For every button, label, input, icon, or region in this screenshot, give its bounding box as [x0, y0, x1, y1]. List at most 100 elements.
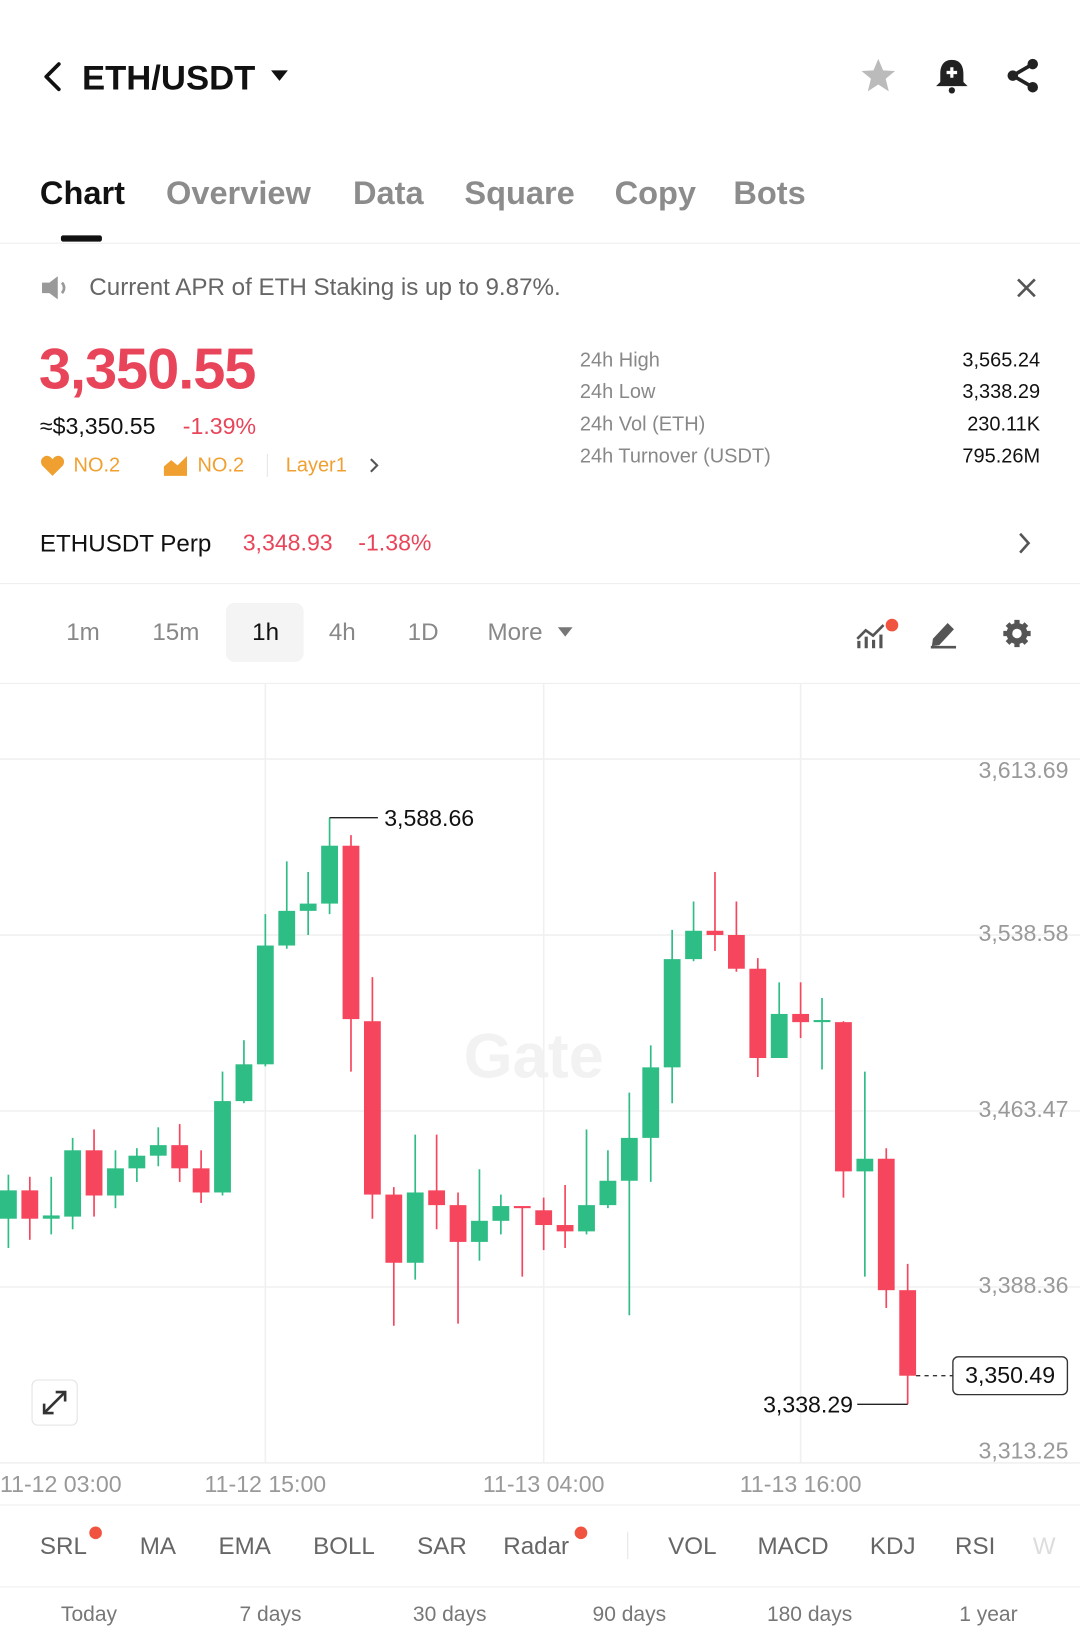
- candle-body: [899, 1290, 917, 1376]
- candle-body: [792, 1013, 810, 1023]
- candle-body: [278, 910, 296, 946]
- y-tick-label: 3,463.47: [978, 1096, 1068, 1122]
- rank-tag[interactable]: NO.2: [197, 454, 245, 477]
- period[interactable]: 180 days: [766, 1603, 853, 1627]
- indicators-icon[interactable]: [853, 616, 901, 652]
- usd-price: ≈$3,350.55: [39, 412, 156, 440]
- indicator[interactable]: Radar: [503, 1531, 570, 1560]
- indicator[interactable]: SRL: [39, 1531, 87, 1560]
- interval[interactable]: 4h: [328, 617, 356, 646]
- candle-body: [856, 1158, 874, 1172]
- indicator[interactable]: MA: [139, 1531, 176, 1560]
- candle-body: [727, 934, 745, 969]
- indicator[interactable]: EMA: [218, 1531, 271, 1560]
- active-tab-indicator: [60, 235, 102, 242]
- candle-body: [599, 1180, 617, 1206]
- indicator[interactable]: KDJ: [869, 1531, 916, 1560]
- candle-body: [663, 959, 681, 1068]
- interval[interactable]: 1m: [66, 617, 100, 646]
- candle-body: [385, 1194, 403, 1263]
- indicator[interactable]: RSI: [954, 1531, 996, 1560]
- candle-body: [85, 1150, 103, 1196]
- indicator[interactable]: BOLL: [313, 1531, 375, 1560]
- tab[interactable]: Chart: [39, 174, 125, 212]
- stat-value: 3,565.24: [962, 349, 1041, 372]
- sector-tag[interactable]: Layer1: [285, 454, 347, 477]
- trend-icon: [163, 455, 188, 476]
- candle-body: [578, 1205, 595, 1232]
- stat-label: 24h High: [579, 349, 660, 372]
- low-label: 3,338.29: [763, 1392, 853, 1418]
- settings-icon[interactable]: [1001, 618, 1033, 650]
- divider: [0, 1586, 1080, 1588]
- candle-body: [149, 1145, 167, 1156]
- candle-body: [171, 1145, 189, 1169]
- period[interactable]: Today: [60, 1603, 118, 1627]
- favorite-icon[interactable]: [859, 57, 897, 95]
- interval[interactable]: 1h: [252, 617, 280, 646]
- perp-name[interactable]: ETHUSDT Perp: [39, 529, 212, 557]
- candle-body: [556, 1225, 574, 1232]
- perp-price: 3,348.93: [242, 529, 333, 556]
- candle-body: [492, 1206, 510, 1221]
- period[interactable]: 90 days: [592, 1603, 667, 1627]
- tab[interactable]: Overview: [165, 174, 311, 212]
- chevron: [370, 458, 379, 473]
- stat-value: 230.11K: [967, 413, 1041, 436]
- indicator[interactable]: SAR: [417, 1531, 467, 1560]
- tab[interactable]: Copy: [614, 174, 697, 212]
- draw-icon[interactable]: [927, 618, 961, 650]
- tab[interactable]: Bots: [733, 174, 806, 212]
- candle-body: [770, 1013, 788, 1058]
- divider: [0, 682, 1080, 684]
- candle-body: [128, 1155, 146, 1169]
- new-badge: [89, 1526, 102, 1540]
- divider: [0, 583, 1080, 585]
- candle-body: [449, 1205, 467, 1242]
- interval[interactable]: More: [487, 617, 543, 646]
- indicator[interactable]: VOL: [668, 1531, 717, 1560]
- candle-body: [235, 1064, 253, 1102]
- high-label: 3,588.66: [384, 805, 474, 831]
- tab[interactable]: Square: [464, 174, 575, 212]
- candle-body: [214, 1101, 231, 1193]
- x-tick-label: 11-12 03:00: [0, 1471, 122, 1497]
- candle-body: [192, 1168, 210, 1193]
- candlestick-chart: Gate 11-12 03:00 11-12 15:00 11-13 04:00 11…: [0, 682, 1080, 1497]
- candle-body: [642, 1067, 660, 1138]
- rank-tag[interactable]: NO.2: [73, 454, 121, 477]
- back-button[interactable]: [38, 59, 67, 95]
- share-icon[interactable]: [1004, 57, 1042, 95]
- close-notice[interactable]: [1015, 276, 1038, 299]
- last-price-label: 3,350.49: [965, 1362, 1055, 1388]
- indicator[interactable]: W: [1032, 1531, 1056, 1560]
- interval[interactable]: 1D: [407, 617, 439, 646]
- candle-body: [749, 968, 767, 1058]
- indicator[interactable]: MACD: [757, 1531, 829, 1560]
- last-price: 3,350.55: [38, 336, 257, 402]
- chevron[interactable]: [1015, 531, 1034, 556]
- expand-button[interactable]: [31, 1379, 78, 1426]
- alert-icon[interactable]: [933, 57, 971, 95]
- period[interactable]: 7 days: [239, 1603, 302, 1627]
- interval[interactable]: 15m: [152, 617, 200, 646]
- stat-label: 24h Low: [579, 381, 656, 404]
- candle-body: [342, 845, 360, 1020]
- candle-body: [406, 1192, 424, 1263]
- period[interactable]: 1 year: [959, 1603, 1018, 1627]
- notice-text[interactable]: Current APR of ETH Staking is up to 9.87…: [89, 273, 561, 301]
- new-badge: [574, 1526, 588, 1540]
- pair-dropdown[interactable]: [270, 69, 289, 82]
- more-dropdown[interactable]: [557, 626, 574, 638]
- rank-icon: [40, 455, 65, 476]
- candle-body: [21, 1190, 39, 1219]
- candle-body: [299, 903, 317, 911]
- period[interactable]: 30 days: [412, 1603, 487, 1627]
- candle-body: [471, 1220, 488, 1242]
- pair-title[interactable]: ETH/USDT: [81, 57, 256, 97]
- candle-body: [42, 1215, 60, 1219]
- tab[interactable]: Data: [353, 174, 424, 212]
- y-tick-label: 3,313.25: [978, 1438, 1068, 1464]
- divider: [0, 1504, 1080, 1506]
